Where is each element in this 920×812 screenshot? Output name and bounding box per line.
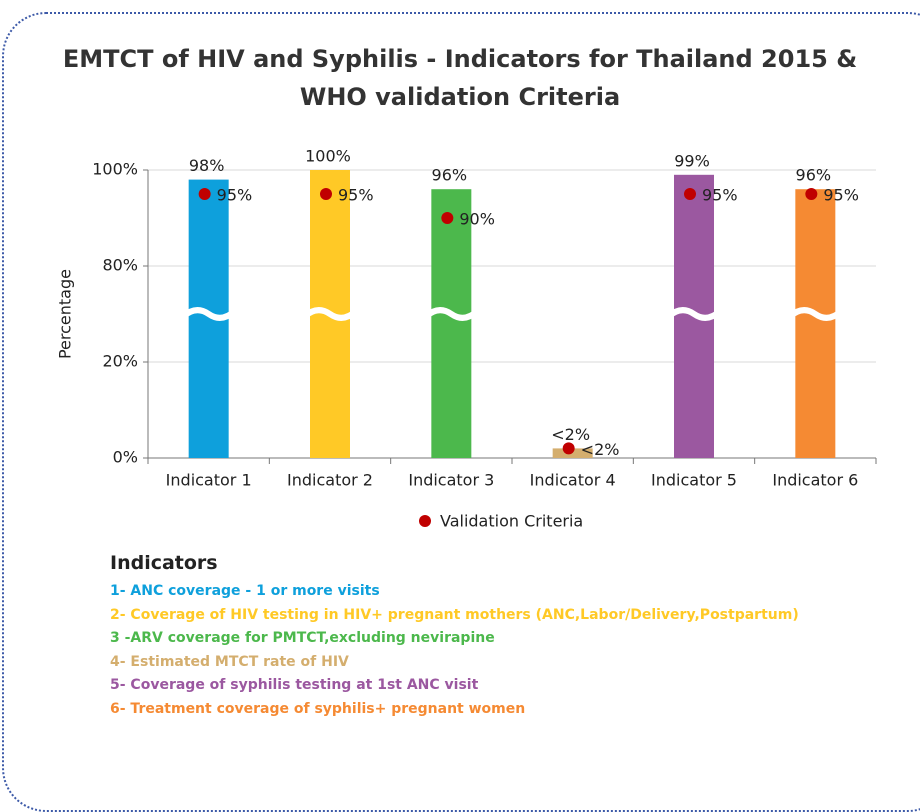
criteria-marker xyxy=(805,188,818,200)
criteria-value-label: <2% xyxy=(581,440,620,459)
criteria-marker xyxy=(198,188,211,200)
axis-break xyxy=(180,307,237,321)
notes: Indicators 1- ANC coverage - 1 or more v… xyxy=(110,552,799,721)
x-tick-label: Indicator 2 xyxy=(287,471,373,490)
y-tick-label: 100% xyxy=(92,160,138,179)
note-item: 3 -ARV coverage for PMTCT,excluding nevi… xyxy=(110,630,495,646)
criteria-value-label: 95% xyxy=(702,186,738,205)
bar-value-label: 96% xyxy=(796,166,832,185)
criteria-value-label: 95% xyxy=(217,186,253,205)
axis-break xyxy=(423,307,480,321)
bar-value-label: 98% xyxy=(189,156,225,175)
criteria-marker xyxy=(562,442,575,455)
criteria-marker xyxy=(441,212,454,224)
criteria-value-label: 95% xyxy=(338,186,374,205)
x-tick-label: Indicator 6 xyxy=(772,471,858,490)
bar-value-label: 99% xyxy=(674,151,710,170)
page: EMTCT of HIV and Syphilis - Indicators f… xyxy=(2,12,920,812)
x-tick-label: Indicator 3 xyxy=(408,471,494,490)
bar xyxy=(431,189,472,458)
bar-value-label: 100% xyxy=(305,147,351,166)
note-item: 5- Coverage of syphilis testing at 1st A… xyxy=(110,677,479,693)
y-tick-label: 20% xyxy=(102,352,138,371)
y-axis-label: Percentage xyxy=(56,269,75,359)
y-tick-label: 0% xyxy=(113,448,138,467)
axis-break xyxy=(665,307,723,321)
note-item: 6- Treatment coverage of syphilis+ pregn… xyxy=(110,700,526,717)
note-item: 1- ANC coverage - 1 or more visits xyxy=(110,583,380,599)
criteria-value-label: 90% xyxy=(459,210,495,229)
criteria-marker xyxy=(320,188,332,200)
legend-marker xyxy=(419,515,431,527)
criteria-value-label: 95% xyxy=(823,186,859,205)
note-item: 2- Coverage of HIV testing in HIV+ pregn… xyxy=(110,606,799,623)
x-tick-label: Indicator 1 xyxy=(166,471,252,490)
chart-title: EMTCT of HIV and Syphilis - Indicators f… xyxy=(62,45,858,111)
axis-break xyxy=(301,307,359,321)
chart: Percentage 0% 20% 80% 100% Indicator 1 98% 95% I… xyxy=(56,147,877,531)
bar-value-label: 96% xyxy=(432,166,468,185)
criteria-marker xyxy=(684,188,696,200)
y-tick-label: 80% xyxy=(102,256,138,275)
bar-value-label: <2% xyxy=(551,425,590,444)
x-tick-label: Indicator 4 xyxy=(530,471,616,490)
notes-title: Indicators xyxy=(110,552,218,574)
x-tick-label: Indicator 5 xyxy=(651,471,737,490)
axis-break xyxy=(787,307,844,321)
note-item: 4- Estimated MTCT rate of HIV xyxy=(110,653,349,670)
legend-label: Validation Criteria xyxy=(440,512,583,531)
bar xyxy=(552,448,593,458)
bar xyxy=(795,189,836,458)
